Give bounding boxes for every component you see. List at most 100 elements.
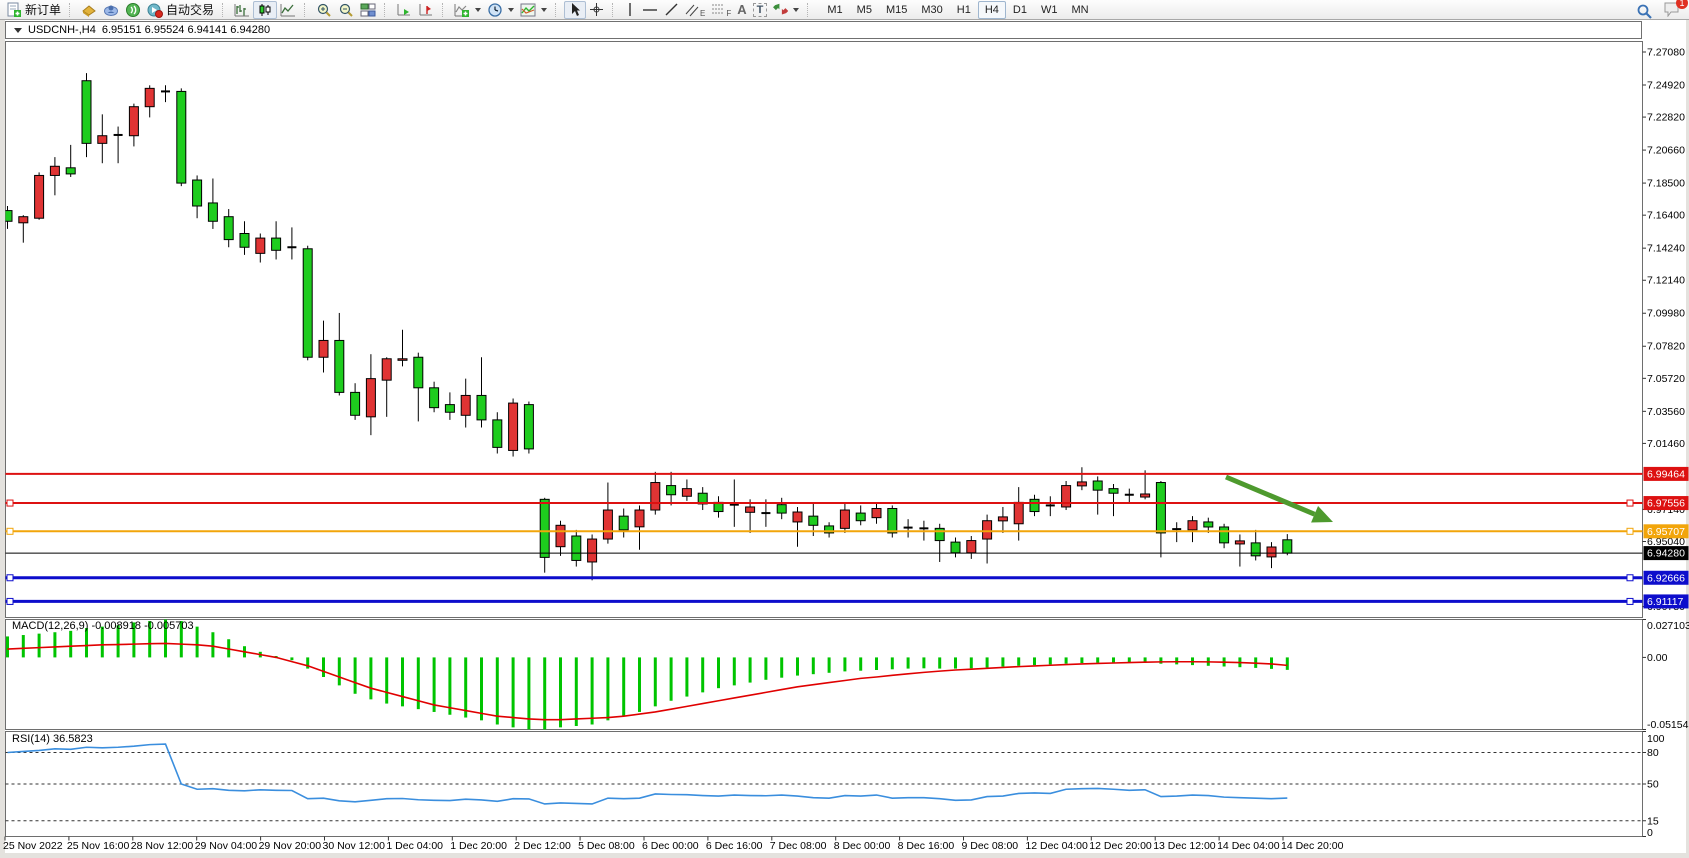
svg-text:7.12140: 7.12140 [1647,275,1685,287]
timeframe-group: M1 M5 M15 M30 H1 H4 D1 W1 MN [820,0,1095,19]
auto-scroll-button[interactable] [393,1,415,19]
gold-box-icon [82,4,96,17]
templates-icon [520,3,536,16]
timeframe-H4[interactable]: H4 [977,0,1006,19]
timeframe-M30[interactable]: M30 [921,3,943,16]
channel-icon [685,4,699,17]
svg-text:7.24920: 7.24920 [1647,79,1685,91]
indicators-caret-icon [475,7,482,12]
svg-text:6.92666: 6.92666 [1647,572,1685,584]
svg-text:1 Dec 20:00: 1 Dec 20:00 [450,840,507,852]
new-order-icon [7,2,21,17]
svg-text:29 Nov 04:00: 29 Nov 04:00 [195,840,258,852]
timeframe-M5[interactable]: M5 [856,3,872,16]
svg-text:25 Nov 16:00: 25 Nov 16:00 [67,840,130,852]
text-button[interactable]: A [734,1,749,19]
price-axis[interactable] [1643,41,1689,837]
chart-ohlc: 6.95151 6.95524 6.94141 6.94280 [101,24,271,36]
text-tool-letter: A [737,2,747,17]
timeframe-M15[interactable]: M15 [885,3,908,16]
time-axis[interactable] [5,837,1643,853]
chart-title-bar: USDCNH-,H4 6.95151 6.95524 6.94141 6.942… [5,21,1642,39]
cursor-button[interactable] [564,0,587,19]
bar-chart-button[interactable] [231,1,253,19]
arrows-icon [773,3,789,15]
trendline-button[interactable] [661,1,682,19]
svg-text:7.05720: 7.05720 [1647,373,1685,385]
cloud-user-icon [104,5,119,16]
zoom-in-button[interactable] [313,1,335,19]
vertical-line-icon [629,3,631,16]
chart-shift-button[interactable] [415,1,437,19]
svg-text:6 Dec 00:00: 6 Dec 00:00 [642,840,699,852]
svg-text:6.95040: 6.95040 [1647,536,1685,548]
crosshair-button[interactable] [586,1,607,19]
auto-trading-button[interactable]: 自动交易 [144,1,217,19]
arrows-button[interactable] [770,1,802,19]
timeframe-W1[interactable]: W1 [1040,3,1058,16]
svg-text:28 Nov 12:00: 28 Nov 12:00 [131,840,194,852]
svg-text:7.16400: 7.16400 [1647,210,1685,222]
timeframe-M1[interactable]: M1 [827,3,843,16]
new-order-label: 新订单 [25,3,62,17]
svg-text:7.03560: 7.03560 [1647,406,1685,418]
text-label-button[interactable]: T [750,1,771,19]
vertical-line-button[interactable] [621,1,639,19]
new-order-button[interactable]: 新订单 [3,1,64,19]
svg-text:30 Nov 12:00: 30 Nov 12:00 [323,840,386,852]
indicators-icon [454,3,470,17]
svg-text:29 Nov 20:00: 29 Nov 20:00 [259,840,322,852]
window-bottom-edge [0,853,1689,858]
signal-icon [126,2,141,17]
svg-text:7.22820: 7.22820 [1647,112,1685,124]
templates-caret-icon [541,7,548,12]
svg-text:6.99464: 6.99464 [1647,468,1685,480]
timeframe-MN[interactable]: MN [1071,3,1089,16]
timeframe-H1[interactable]: H1 [956,3,971,16]
chart-dropdown-icon[interactable] [14,27,22,33]
indicators-button[interactable] [451,1,484,19]
separator [69,2,75,17]
cursor-icon [572,3,581,16]
line-chart-button[interactable] [277,1,299,19]
separator [442,2,448,17]
separator [222,2,228,17]
svg-text:7.18500: 7.18500 [1647,178,1685,190]
svg-text:-0.051546: -0.051546 [1647,719,1689,731]
clock-icon [488,2,502,17]
tile-windows-button[interactable] [357,1,379,19]
fibonacci-letter: F [726,8,732,18]
tile-windows-icon [360,3,376,16]
svg-text:14 Dec 04:00: 14 Dec 04:00 [1217,840,1280,852]
svg-text:0: 0 [1647,827,1653,839]
search-icon[interactable] [1636,3,1653,20]
zoom-out-icon [339,3,353,17]
svg-text:1 Dec 04:00: 1 Dec 04:00 [386,840,443,852]
zoom-out-button[interactable] [335,1,357,19]
svg-text:6 Dec 16:00: 6 Dec 16:00 [706,840,763,852]
label-tool-letter: T [752,2,768,17]
market-watch-button[interactable] [78,1,100,19]
channel-button[interactable]: E [682,1,708,19]
signals-button[interactable] [122,1,144,19]
svg-text:6.95707: 6.95707 [1647,526,1685,538]
periods-button[interactable] [484,1,517,19]
timeframe-D1[interactable]: D1 [1012,3,1027,16]
chart-symbol: USDCNH-,H4 [28,24,96,36]
auto-trading-icon [147,3,164,18]
crosshair-icon [590,3,604,16]
templates-button[interactable] [517,1,550,19]
candlestick-chart-button[interactable] [253,0,278,19]
arrows-caret-icon [793,7,800,12]
window-scrollbar-edge[interactable] [1686,20,1689,858]
svg-text:7.01460: 7.01460 [1647,438,1685,450]
svg-text:7.27080: 7.27080 [1647,47,1685,59]
fibonacci-button[interactable]: F [708,1,734,19]
svg-text:6.91117: 6.91117 [1647,596,1684,608]
svg-text:6.94280: 6.94280 [1647,548,1685,560]
notifications-button[interactable]: 1 [1663,0,1688,22]
community-button[interactable] [100,1,122,19]
horizontal-line-icon [643,9,658,11]
horizontal-line-button[interactable] [639,1,661,19]
